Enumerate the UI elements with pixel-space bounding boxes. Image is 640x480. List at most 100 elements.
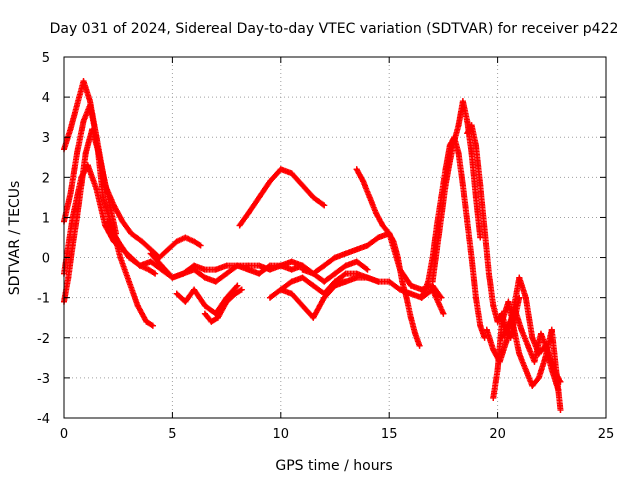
data-point [67, 190, 74, 197]
data-point [147, 250, 154, 257]
data-point [332, 278, 338, 285]
data-point [407, 314, 414, 321]
data-point [364, 266, 371, 273]
data-point [557, 406, 564, 413]
data-point [208, 318, 215, 325]
y-tick-label: -1 [37, 292, 50, 307]
data-point [390, 238, 397, 245]
data-point [310, 282, 317, 289]
data-point [310, 270, 317, 277]
series-markers [429, 98, 484, 285]
data-point [366, 194, 373, 201]
x-tick-label: 10 [273, 427, 290, 442]
data-point [74, 102, 81, 109]
data-point [516, 350, 523, 357]
data-point [74, 214, 81, 221]
data-point [360, 178, 367, 185]
data-point [531, 358, 538, 365]
data-point [245, 262, 252, 269]
data-point [379, 222, 386, 229]
data-point [477, 322, 484, 329]
data-point [299, 274, 306, 281]
data-point [399, 278, 406, 285]
data-point [266, 266, 273, 273]
data-point [223, 298, 230, 305]
data-point [544, 346, 551, 353]
data-point [455, 122, 462, 129]
data-point [394, 254, 401, 261]
data-point [529, 382, 536, 389]
data-point [386, 278, 393, 285]
data-point [490, 346, 497, 353]
data-point [455, 150, 462, 157]
series-track-i [236, 166, 328, 229]
data-point [128, 230, 135, 237]
y-tick-label: 3 [42, 131, 50, 146]
data-point [438, 214, 445, 221]
data-point [321, 202, 328, 209]
data-point [498, 318, 505, 325]
data-point [95, 150, 102, 157]
data-point [143, 318, 150, 325]
series-track-n [353, 166, 423, 349]
y-tick-label: 0 [42, 252, 50, 267]
series-track-h [201, 286, 245, 325]
ticks: 0 5 10 15 20 25 -4 -3 -2 -1 0 1 2 3 4 5 [37, 51, 614, 442]
series-track-t [498, 306, 564, 385]
data-point [490, 302, 497, 309]
data-point [236, 222, 243, 229]
data-point [201, 274, 208, 281]
data-point [440, 310, 447, 317]
data-point [412, 330, 419, 337]
data-point [256, 194, 263, 201]
data-point [459, 98, 466, 105]
data-point [342, 270, 349, 277]
data-point [505, 298, 512, 305]
data-point [256, 262, 263, 269]
x-tick-label: 15 [381, 427, 398, 442]
data-point [115, 238, 122, 245]
data-point [191, 262, 198, 269]
data-point [67, 126, 74, 133]
data-point [375, 278, 382, 285]
data-point [266, 294, 273, 301]
data-point [511, 306, 518, 313]
data-point [126, 278, 133, 285]
data-point [505, 322, 512, 329]
data-point [542, 354, 549, 361]
data-point [201, 310, 208, 317]
data-point [288, 170, 295, 177]
data-point [299, 266, 306, 273]
data-point [342, 262, 349, 269]
data-point [364, 274, 371, 281]
data-point [472, 142, 479, 149]
data-point [537, 330, 544, 337]
data-point [87, 102, 94, 109]
data-point [429, 278, 436, 285]
x-tick-label: 20 [489, 427, 506, 442]
data-point [522, 366, 529, 373]
data-point [353, 258, 360, 265]
data-point [149, 322, 156, 329]
data-point [232, 290, 239, 297]
data-point [550, 366, 557, 373]
data-point [397, 286, 404, 293]
series-layer [61, 78, 564, 413]
data-point [299, 182, 306, 189]
data-point [69, 242, 76, 249]
data-point [477, 234, 484, 241]
data-point [373, 210, 380, 217]
data-point [134, 302, 141, 309]
y-tick-label: 1 [42, 211, 50, 226]
plot-frame [63, 56, 607, 419]
data-point [518, 326, 525, 333]
data-point [429, 286, 436, 293]
data-point [201, 302, 208, 309]
data-point [511, 330, 518, 337]
y-tick-label: -4 [37, 412, 50, 427]
data-point [223, 270, 230, 277]
data-point [234, 282, 241, 289]
data-point [65, 274, 72, 281]
series-track-p [429, 98, 484, 285]
data-point [481, 226, 488, 233]
